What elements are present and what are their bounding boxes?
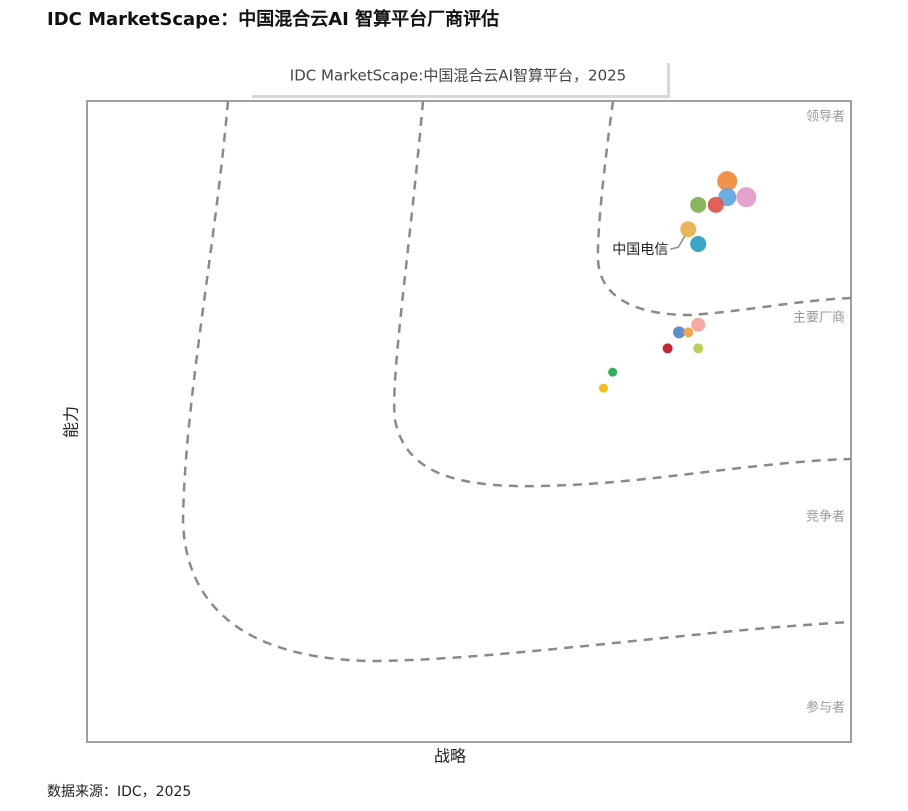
bubble — [662, 343, 673, 354]
zone-label: 主要厂商 — [793, 311, 845, 326]
bubble — [736, 187, 757, 208]
bubble — [598, 383, 608, 393]
zone-curve — [596, 100, 852, 317]
bubble — [690, 235, 707, 252]
bubble — [683, 327, 694, 338]
bubble — [680, 221, 697, 238]
chart-title: IDC MarketScape:中国混合云AI智算平台，2025 — [290, 67, 626, 85]
bubble — [693, 343, 704, 354]
zone-label: 领导者 — [806, 110, 845, 125]
annotation-leader — [670, 234, 686, 250]
zone-curves — [181, 100, 852, 663]
zone-curve — [181, 100, 852, 663]
x-axis-label: 战略 — [434, 747, 466, 766]
title-box — [249, 60, 667, 95]
bubble — [608, 367, 618, 377]
bubble — [707, 196, 724, 213]
annotation: 中国电信 — [612, 242, 668, 258]
bubble — [673, 326, 686, 339]
bubble — [717, 171, 738, 192]
page-title: IDC MarketScape：中国混合云AI 智算平台厂商评估 — [47, 8, 499, 30]
zone-label: 参与者 — [806, 700, 845, 716]
zone-label: 竞争者 — [806, 509, 845, 525]
y-axis-label: 能力 — [62, 406, 81, 438]
bubble — [690, 196, 707, 213]
plot-frame — [86, 100, 852, 743]
zone-curve — [392, 100, 852, 488]
bubble — [691, 317, 706, 332]
source: 数据来源：IDC，2025 — [47, 784, 191, 800]
